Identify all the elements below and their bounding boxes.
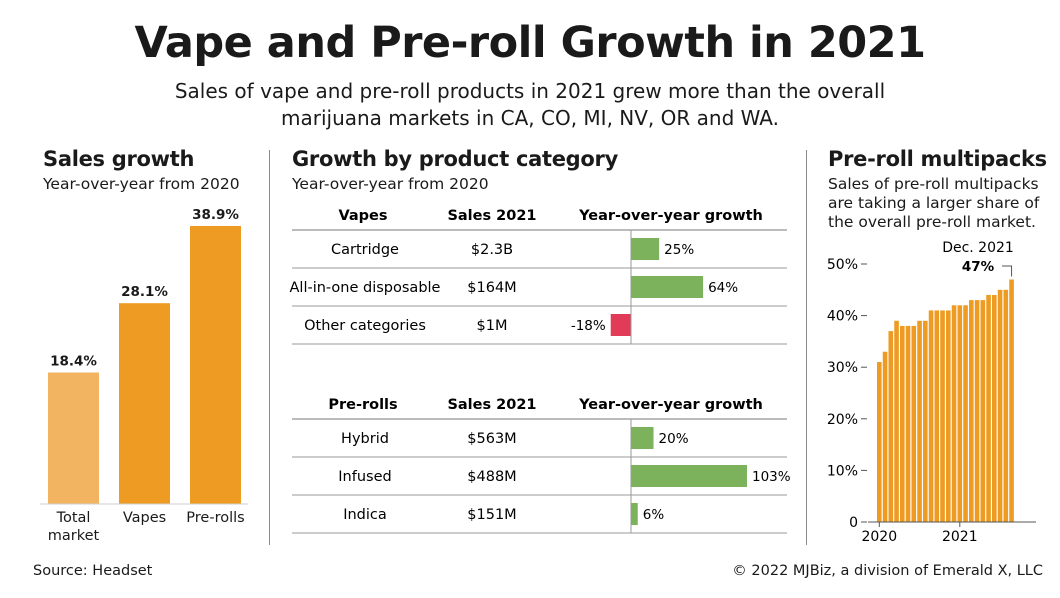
month-bar-11: [940, 310, 945, 522]
y-tick-label-3: 30%: [827, 360, 858, 376]
month-bar-19: [986, 294, 991, 522]
month-bar-0: [877, 362, 882, 522]
group-header-1: Pre-rolls: [328, 397, 397, 413]
bar-value-label-2: 38.9%: [192, 207, 239, 223]
divider-right: [806, 150, 807, 545]
multipacks-chart: 0 10% 20% 30% 40% 50% 2020 2021 Dec. 2021 47%: [827, 240, 1036, 545]
month-bar-10: [934, 310, 940, 522]
y-tick-label-0: 0: [849, 515, 858, 531]
growth-bar-0-0: [631, 238, 660, 260]
growth-label-0-0: 25%: [664, 242, 694, 258]
growth-label-0-2: -18%: [571, 318, 606, 334]
month-bar-20: [992, 294, 997, 522]
growth-bar-1-2: [631, 503, 638, 525]
y-tick-label-1: 10%: [827, 463, 858, 479]
category-label-2-0: Pre-rolls: [186, 510, 244, 526]
month-bar-7: [917, 320, 922, 522]
month-bar-5: [905, 325, 911, 522]
month-bar-14: [957, 305, 963, 522]
month-bar-23: [1009, 279, 1014, 522]
month-bar-21: [997, 289, 1003, 522]
month-bar-13: [951, 305, 957, 522]
y-tick-label-4: 40%: [827, 309, 858, 325]
row-label-1-0: Hybrid: [341, 431, 389, 447]
growth-label-1-0: 20%: [659, 431, 689, 447]
row-sales-1-1: $488M: [467, 469, 516, 485]
sales-growth-chart: 18.4% Total market 28.1% Vapes 38.9% Pre-rolls: [40, 207, 248, 544]
month-bar-16: [969, 300, 974, 522]
multipacks-subtitle: Sales of pre-roll multipacks are taking …: [828, 175, 1040, 231]
row-sales-1-2: $151M: [467, 507, 516, 523]
annotation-leader-line: [1002, 265, 1013, 277]
category-label-1-0: Vapes: [123, 510, 166, 526]
multipacks-title: Pre-roll multipacks: [828, 147, 1047, 171]
category-table: Vapes Sales 2021 Year-over-year growth Cart…: [290, 208, 791, 534]
row-label-1-2: Indica: [343, 507, 387, 523]
row-label-0-2: Other categories: [304, 318, 426, 334]
sales-growth-title: Sales growth: [43, 147, 195, 171]
row-sales-0-1: $164M: [467, 280, 516, 296]
month-bar-6: [911, 325, 917, 522]
growth-header-1: Year-over-year growth: [578, 397, 763, 413]
month-bar-3: [894, 320, 899, 522]
row-label-0-1: All-in-one disposable: [290, 280, 441, 296]
month-bar-15: [963, 305, 968, 522]
category-subtitle: Year-over-year from 2020: [292, 175, 489, 193]
month-bar-9: [928, 310, 934, 522]
row-sales-0-2: $1M: [477, 318, 508, 334]
y-tick-label-5: 50%: [827, 257, 858, 273]
source-note: Source: Headset: [33, 563, 153, 579]
category-label-0-1: market: [48, 528, 100, 544]
month-bar-2: [888, 331, 894, 522]
growth-label-1-2: 6%: [643, 507, 665, 523]
bar-0: [48, 372, 99, 504]
row-label-1-1: Infused: [338, 469, 391, 485]
annotation-value: 47%: [962, 259, 995, 275]
page-subtitle: Sales of vape and pre-roll products in 2…: [174, 79, 886, 130]
sales-header-1: Sales 2021: [447, 397, 536, 413]
y-tick-label-2: 20%: [827, 412, 858, 428]
sales-growth-subtitle: Year-over-year from 2020: [43, 175, 240, 193]
month-bar-1: [882, 351, 888, 522]
growth-bar-1-1: [631, 465, 747, 487]
growth-label-0-1: 64%: [708, 280, 738, 296]
month-bar-4: [900, 325, 905, 522]
bar-2: [190, 226, 241, 504]
month-bar-22: [1003, 289, 1009, 522]
month-bar-8: [923, 320, 928, 522]
row-sales-1-0: $563M: [467, 431, 516, 447]
growth-bar-0-1: [631, 276, 704, 298]
x-tick-label-0: 2020: [861, 529, 897, 545]
month-bar-18: [980, 300, 986, 522]
row-label-0-0: Cartridge: [331, 242, 399, 258]
divider-left: [269, 150, 270, 545]
group-header-0: Vapes: [338, 208, 387, 224]
month-bar-17: [974, 300, 980, 522]
category-title: Growth by product category: [292, 147, 618, 171]
bar-value-label-0: 18.4%: [50, 354, 97, 370]
annotation-date: Dec. 2021: [942, 240, 1014, 256]
growth-label-1-1: 103%: [752, 469, 791, 485]
month-bar-12: [946, 310, 951, 522]
page-title: Vape and Pre-roll Growth in 2021: [134, 18, 926, 68]
bar-1: [119, 303, 170, 504]
x-tick-label-1: 2021: [942, 529, 978, 545]
sales-header-0: Sales 2021: [447, 208, 536, 224]
row-sales-0-0: $2.3B: [471, 242, 513, 258]
growth-bar-0-2: [610, 314, 631, 336]
category-label-0-0: Total: [56, 510, 91, 526]
bar-value-label-1: 28.1%: [121, 284, 168, 300]
growth-header-0: Year-over-year growth: [578, 208, 763, 224]
credit-note: © 2022 MJBiz, a division of Emerald X, L…: [732, 563, 1043, 579]
growth-bar-1-0: [631, 427, 654, 449]
